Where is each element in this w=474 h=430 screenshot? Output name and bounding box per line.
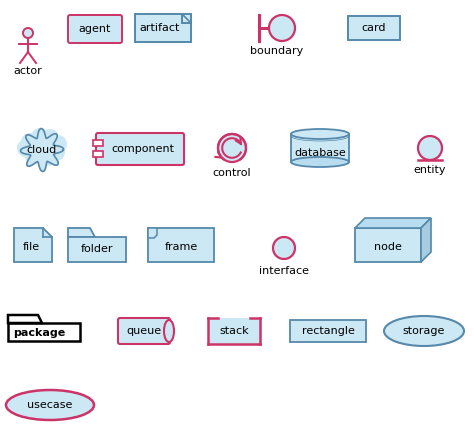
Circle shape (218, 134, 246, 162)
Text: entity: entity (414, 165, 446, 175)
Bar (355, 228, 421, 262)
Text: storage: storage (403, 326, 445, 336)
Text: rectangle: rectangle (301, 326, 355, 336)
Circle shape (31, 128, 49, 146)
Text: interface: interface (259, 266, 309, 276)
Text: component: component (111, 144, 174, 154)
Circle shape (418, 136, 442, 160)
FancyBboxPatch shape (118, 318, 170, 344)
Bar (290, 320, 366, 342)
Ellipse shape (384, 316, 464, 346)
Bar (148, 228, 214, 262)
Circle shape (269, 15, 295, 41)
Bar (93, 150, 103, 157)
Ellipse shape (291, 157, 349, 167)
Circle shape (41, 129, 59, 147)
Text: database: database (294, 148, 346, 158)
Text: cloud: cloud (27, 145, 57, 155)
Text: stack: stack (219, 326, 249, 336)
Bar (93, 139, 103, 145)
Text: artifact: artifact (140, 23, 180, 33)
Text: boundary: boundary (250, 46, 304, 56)
Bar (348, 16, 400, 40)
Text: node: node (374, 242, 402, 252)
Circle shape (23, 28, 33, 38)
Bar (135, 14, 191, 42)
FancyBboxPatch shape (68, 15, 122, 43)
Polygon shape (8, 315, 42, 323)
Text: card: card (362, 23, 386, 33)
Polygon shape (182, 14, 191, 23)
Text: folder: folder (81, 244, 113, 254)
Text: usecase: usecase (27, 400, 73, 410)
FancyBboxPatch shape (96, 133, 184, 165)
Circle shape (49, 135, 67, 153)
Text: actor: actor (14, 66, 42, 76)
Text: frame: frame (164, 242, 198, 252)
Bar (208, 318, 260, 344)
Polygon shape (20, 129, 64, 172)
Text: agent: agent (79, 24, 111, 34)
Polygon shape (421, 218, 431, 262)
Ellipse shape (164, 320, 174, 342)
Circle shape (273, 237, 295, 259)
Polygon shape (148, 228, 157, 238)
Circle shape (37, 146, 57, 166)
Circle shape (47, 143, 65, 161)
Ellipse shape (291, 129, 349, 139)
Bar (291, 134, 349, 162)
Circle shape (21, 133, 39, 151)
Polygon shape (355, 218, 431, 228)
Text: control: control (213, 168, 251, 178)
Text: file: file (22, 242, 39, 252)
Polygon shape (68, 228, 95, 237)
Text: queue: queue (127, 326, 162, 336)
Ellipse shape (6, 390, 94, 420)
Bar (8, 323, 80, 341)
Polygon shape (14, 228, 52, 262)
Circle shape (24, 144, 44, 164)
Bar (68, 237, 126, 262)
Circle shape (17, 139, 35, 157)
Text: package: package (13, 328, 65, 338)
